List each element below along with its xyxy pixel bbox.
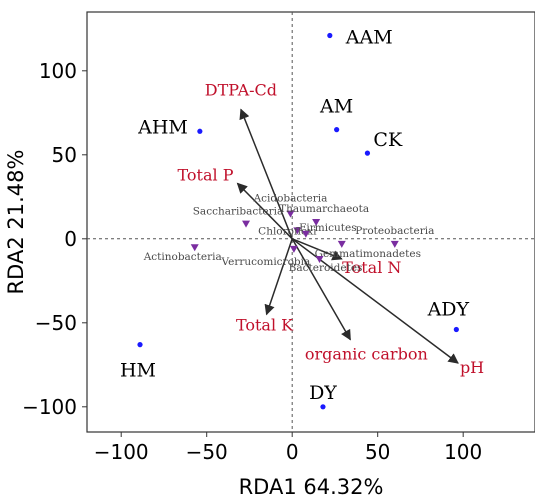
taxa-label: Thaumarchaeota <box>279 203 369 215</box>
taxa-label: Acidobacteria <box>253 193 328 205</box>
zero-lines <box>87 12 535 432</box>
sample-label: AHM <box>137 116 188 138</box>
taxa-marker <box>190 244 199 252</box>
env-label: Total N <box>342 258 401 277</box>
taxa-marker <box>312 219 321 226</box>
y-tick-label: 100 <box>39 59 77 83</box>
sample-points: AAM AHM AM CK ADY HM DY <box>120 27 470 410</box>
plot-frame <box>86 11 535 433</box>
y-axis-title: RDA2 21.48% <box>4 150 28 295</box>
env-label: DTPA-Cd <box>205 80 277 99</box>
taxa-marker <box>293 227 302 235</box>
env-arrow <box>239 108 293 240</box>
taxa-label: Verrucomicrobia <box>221 256 311 268</box>
sample-label: AM <box>319 96 353 118</box>
x-tick-label: −50 <box>186 440 228 464</box>
taxa-label: Proteobacteria <box>355 225 434 237</box>
sample-point <box>334 127 340 133</box>
sample-label: ADY <box>427 299 470 321</box>
sample-point <box>453 326 459 333</box>
env-arrow <box>264 238 293 316</box>
x-tick-label: 100 <box>444 440 482 464</box>
taxa-label: Firmicutes <box>299 222 356 234</box>
sample-label: AAM <box>345 27 393 49</box>
taxa-label: Bacteroidetes <box>289 262 363 274</box>
env-arrow <box>236 182 293 240</box>
x-tick-label: −100 <box>94 440 149 464</box>
sample-label: DY <box>309 382 337 404</box>
axis-ticks: −100 −50 0 50 100 −100 −50 0 50 100 <box>22 59 482 464</box>
taxa-label: Gemmatimonadetes <box>315 248 421 260</box>
env-label: Total P <box>177 165 233 184</box>
taxa-label: Chloroflexi <box>258 225 317 237</box>
x-axis-title: RDA1 64.32% <box>239 475 384 498</box>
sample-point <box>137 342 143 348</box>
env-arrow <box>291 238 351 341</box>
y-tick-label: −100 <box>22 395 77 419</box>
sample-label: CK <box>373 129 403 151</box>
taxa-marker <box>289 245 298 253</box>
env-label: pH <box>460 358 484 377</box>
x-tick-label: 50 <box>365 440 390 464</box>
y-tick-label: 50 <box>52 143 77 167</box>
env-label: Total K <box>236 315 294 334</box>
y-tick-label: −50 <box>35 311 77 335</box>
sample-label: HM <box>120 360 156 382</box>
taxa-marker <box>242 220 251 228</box>
x-tick-label: 0 <box>286 440 299 464</box>
taxa-label: Saccharibacteria <box>193 206 284 218</box>
environmental-arrows: DTPA-Cd Total P Total N Total K organic carb… <box>177 80 484 377</box>
taxa-marker <box>301 230 310 238</box>
sample-point <box>197 128 203 134</box>
taxa-marker <box>390 240 399 248</box>
sample-point <box>320 404 326 410</box>
sample-point <box>327 32 333 39</box>
taxa-marker <box>337 240 346 248</box>
env-arrow <box>291 238 343 261</box>
taxa-marker <box>286 210 295 218</box>
taxa-marker <box>315 255 324 263</box>
y-tick-label: 0 <box>64 227 77 251</box>
taxa-label: Actinobacteria <box>143 251 222 263</box>
sample-point <box>364 150 371 156</box>
env-label: organic carbon <box>305 345 428 364</box>
